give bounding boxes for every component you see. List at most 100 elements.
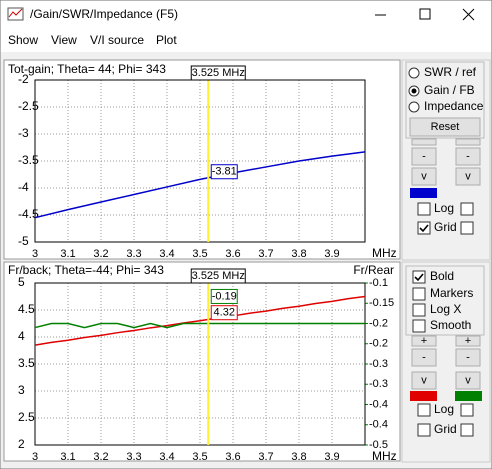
y2-tick-label: -0.4 <box>369 398 388 410</box>
checkbox-label[interactable]: Log X <box>430 302 461 316</box>
checkbox-label[interactable]: Log <box>434 402 454 416</box>
cursor-label-box <box>190 268 246 284</box>
button[interactable] <box>411 371 437 390</box>
x-tick-label: 3.9 <box>324 451 339 463</box>
app-icon-graph <box>8 8 23 18</box>
checkbox-label[interactable]: Smooth <box>430 318 471 332</box>
button[interactable] <box>455 348 481 367</box>
y-tick-label: 5 <box>18 275 25 289</box>
button-label[interactable]: - <box>422 150 426 162</box>
button[interactable] <box>455 167 481 186</box>
y2-axis-label: Fr/Rear <box>353 263 394 277</box>
button[interactable] <box>411 335 437 347</box>
y-tick-label: -2 <box>18 72 29 86</box>
y-tick-label: -3 <box>18 126 29 140</box>
button[interactable] <box>455 138 481 146</box>
chart-title: Tot-gain; Theta= 44; Phi= 343 <box>8 62 166 76</box>
checkbox-label[interactable]: Grid <box>434 422 457 436</box>
y-tick-label: 4.5 <box>18 302 35 316</box>
button-label[interactable]: - <box>466 150 470 162</box>
x-tick-label: 3.8 <box>291 451 306 463</box>
radio-label[interactable]: Gain / FB <box>424 83 475 97</box>
checkbox[interactable] <box>417 403 431 417</box>
x-tick-label: 3.6 <box>225 451 240 463</box>
checkbox[interactable] <box>460 202 474 216</box>
checkbox[interactable] <box>412 319 426 333</box>
y2-tick-label: -0.3 <box>369 378 388 390</box>
button[interactable] <box>455 147 481 166</box>
button-label[interactable]: v <box>465 170 471 182</box>
checkbox[interactable] <box>417 202 431 216</box>
button[interactable] <box>409 117 481 137</box>
menu-item[interactable]: Show <box>8 33 38 47</box>
chart-title: Fr/back; Theta=-44; Phi= 343 <box>8 263 164 277</box>
cursor-label-box <box>190 65 246 81</box>
chart-panel <box>3 261 401 462</box>
readout-box <box>210 288 238 304</box>
radio[interactable] <box>408 101 420 113</box>
readout-value: -0.19 <box>212 290 237 302</box>
readout-box <box>210 305 238 321</box>
button[interactable] <box>411 138 437 146</box>
menu-item[interactable]: View <box>51 33 77 47</box>
y2-tick-label: -0.2 <box>369 317 388 329</box>
button[interactable] <box>411 147 437 166</box>
checkbox-label[interactable]: Log <box>434 201 454 215</box>
y2-tick-label: -0.1 <box>369 277 388 289</box>
checkbox-label[interactable]: Markers <box>430 286 473 300</box>
y-tick-label: -4.5 <box>18 207 39 221</box>
checkbox[interactable] <box>412 303 426 317</box>
window-title: /Gain/SWR/Impedance (F5) <box>30 7 178 21</box>
button-label[interactable]: v <box>421 374 427 386</box>
menu-bar <box>1 30 491 52</box>
close-button[interactable] <box>462 8 475 21</box>
x-tick-label: 3 <box>32 451 38 463</box>
y-tick-label: 3.5 <box>18 356 35 370</box>
button-label[interactable]: v <box>465 374 471 386</box>
checkbox-mark <box>419 224 429 233</box>
x-tick-label: 3.2 <box>93 248 108 260</box>
x-tick-label: 3 <box>32 248 38 260</box>
button-label[interactable]: - <box>466 351 470 363</box>
x-tick-label: 3.3 <box>126 451 141 463</box>
group-box <box>405 265 485 336</box>
x-axis-label: MHz <box>372 449 397 463</box>
checkbox[interactable] <box>460 221 474 235</box>
chart-panel <box>3 59 401 260</box>
series-line <box>34 322 365 329</box>
button[interactable] <box>455 335 481 347</box>
button[interactable] <box>411 167 437 186</box>
cursor-label: 3.525 MHz <box>192 67 245 79</box>
checkbox-label[interactable]: Bold <box>430 269 454 283</box>
button-label[interactable]: + <box>465 335 471 347</box>
readout-value: -3.81 <box>212 166 237 178</box>
x-tick-label: 3.9 <box>324 248 339 260</box>
checkbox[interactable] <box>460 423 474 437</box>
button-label[interactable]: + <box>421 335 427 347</box>
checkbox[interactable] <box>417 423 431 437</box>
menu-item[interactable]: V/I source <box>90 33 144 47</box>
checkbox[interactable] <box>460 403 474 417</box>
checkbox[interactable] <box>417 221 431 235</box>
button-label[interactable]: - <box>422 351 426 363</box>
series-swatch <box>410 391 437 401</box>
checkbox-label[interactable]: Grid <box>434 220 457 234</box>
radio-label[interactable]: SWR / ref <box>424 65 477 79</box>
radio[interactable] <box>408 67 420 79</box>
checkbox[interactable] <box>412 270 426 284</box>
checkbox-mark <box>414 273 424 282</box>
button[interactable] <box>411 348 437 367</box>
series-swatch <box>410 188 437 198</box>
checkbox[interactable] <box>412 287 426 301</box>
x-tick-label: 3.8 <box>291 248 306 260</box>
button-label[interactable]: Reset <box>431 121 460 133</box>
menu-item[interactable]: Plot <box>156 33 177 47</box>
radio-label[interactable]: Impedance <box>424 99 484 113</box>
maximize-button[interactable] <box>419 8 431 20</box>
button-label[interactable]: v <box>421 170 427 182</box>
x-tick-label: 3.5 <box>192 248 207 260</box>
group-box <box>405 61 485 139</box>
button[interactable] <box>455 371 481 390</box>
